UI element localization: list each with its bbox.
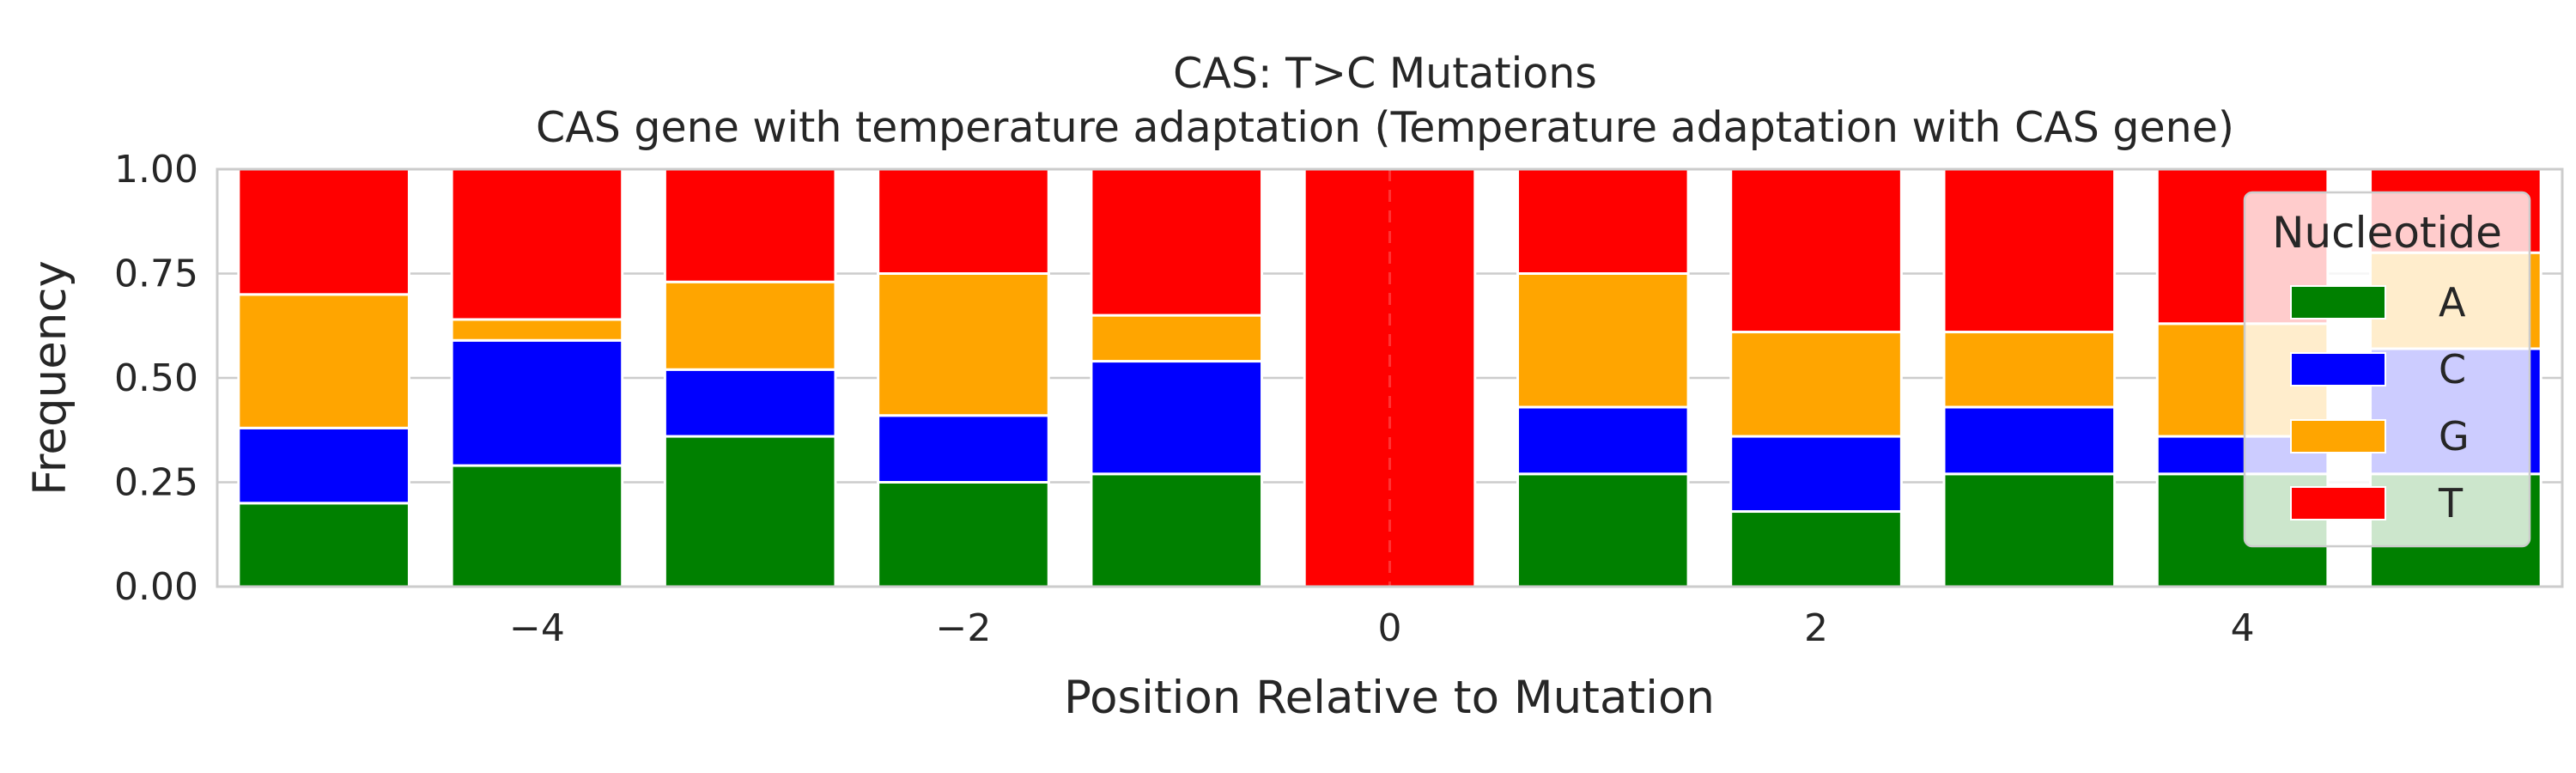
bar-T-pos--3 xyxy=(663,167,837,283)
chart-subtitle: CAS gene with temperature adaptation (Te… xyxy=(536,103,2234,152)
bar-T-pos--2 xyxy=(877,167,1050,275)
bar-C-pos--1 xyxy=(1090,360,1264,476)
bar-G-pos--1 xyxy=(1090,313,1264,363)
x-tick-label: 4 xyxy=(2231,606,2255,650)
bar-G-pos--3 xyxy=(663,280,837,371)
bar-C-pos--4 xyxy=(450,338,624,467)
bar-T-pos--4 xyxy=(450,167,624,321)
legend-label-A: A xyxy=(2439,279,2466,326)
y-tick-label: 0.50 xyxy=(114,356,198,400)
bar-C-pos-2 xyxy=(1729,435,1903,514)
legend-swatch-A xyxy=(2290,285,2386,320)
y-tick-label: 0.75 xyxy=(114,253,198,296)
x-tick-label: 2 xyxy=(1804,606,1828,650)
legend-label-G: G xyxy=(2439,413,2470,460)
bar-A-pos--2 xyxy=(877,481,1050,588)
legend-label-C: C xyxy=(2439,346,2466,393)
bar-A-pos--1 xyxy=(1090,472,1264,588)
x-tick-label: −2 xyxy=(936,606,992,650)
legend-swatch-T xyxy=(2290,486,2386,520)
bar-T-pos--1 xyxy=(1090,167,1264,317)
bar-G-pos-2 xyxy=(1729,331,1903,438)
bar-A-pos-1 xyxy=(1516,472,1690,588)
x-axis-label: Position Relative to Mutation xyxy=(1064,672,1715,724)
legend-label-T: T xyxy=(2438,480,2464,526)
y-axis-label: Frequency xyxy=(24,260,76,496)
legend-title: Nucleotide xyxy=(2272,208,2502,258)
bar-A-pos--4 xyxy=(450,464,624,588)
bar-G-pos-1 xyxy=(1516,272,1690,409)
bar-C-pos-3 xyxy=(1942,405,2117,476)
y-axis-ticks: 0.00 0.25 0.50 0.75 1.00 xyxy=(114,148,198,609)
bar-C-pos-1 xyxy=(1516,405,1690,476)
bar-G-pos-3 xyxy=(1942,331,2117,409)
legend-swatch-C xyxy=(2290,352,2386,386)
bar-T-pos--5 xyxy=(237,167,410,296)
bar-C-pos--3 xyxy=(663,368,837,438)
legend-swatch-G xyxy=(2290,419,2386,453)
x-axis-ticks: −4 −2 0 2 4 xyxy=(509,606,2255,650)
x-tick-label: −4 xyxy=(509,606,565,650)
y-tick-label: 0.00 xyxy=(114,565,198,609)
bar-A-pos-3 xyxy=(1942,472,2117,588)
bar-C-pos--2 xyxy=(877,414,1050,484)
bar-T-pos-3 xyxy=(1942,167,2117,334)
bar-A-pos--3 xyxy=(663,435,837,588)
bar-T-pos-2 xyxy=(1729,167,1903,334)
plot-frame xyxy=(216,167,2564,588)
y-tick-label: 0.25 xyxy=(114,461,198,505)
legend-box xyxy=(2243,191,2531,548)
bar-T-pos-1 xyxy=(1516,167,1690,275)
bar-G-pos--5 xyxy=(237,293,410,429)
x-tick-label: 0 xyxy=(1378,606,1402,650)
bar-G-pos--2 xyxy=(877,272,1050,417)
bar-A-pos--5 xyxy=(237,502,410,588)
bar-A-pos-2 xyxy=(1729,510,1903,588)
bar-C-pos--5 xyxy=(237,426,410,505)
y-tick-label: 1.00 xyxy=(114,148,198,192)
chart-title: CAS: T>C Mutations xyxy=(1173,49,1597,98)
bar-G-pos--4 xyxy=(450,318,624,342)
